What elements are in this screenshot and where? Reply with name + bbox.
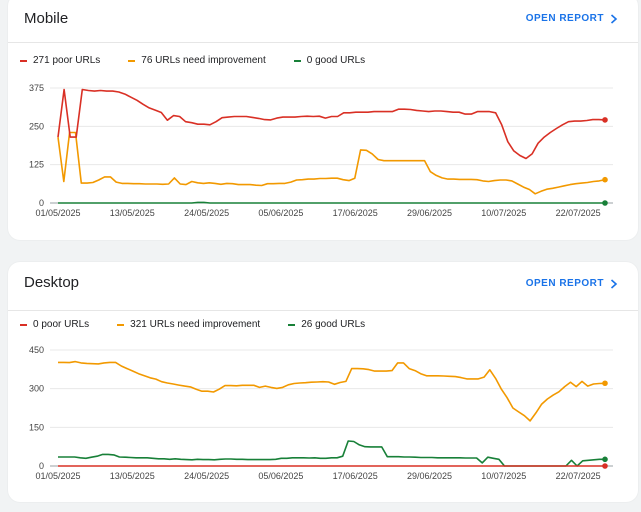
legend-label: 0 poor URLs (33, 319, 90, 330)
chevron-right-icon (610, 278, 618, 289)
y-tick-label: 250 (29, 121, 44, 131)
series-end-point (602, 176, 608, 183)
desktop-card-header: Desktop OPEN REPORT (8, 262, 638, 311)
x-tick-label: 17/06/2025 (333, 471, 378, 481)
x-tick-label: 29/06/2025 (407, 208, 452, 218)
y-tick-label: 450 (29, 345, 44, 355)
x-tick-label: 13/05/2025 (110, 208, 155, 218)
x-tick-label: 10/07/2025 (481, 208, 526, 218)
legend-swatch (20, 59, 27, 62)
open-report-button[interactable]: OPEN REPORT (526, 13, 618, 24)
x-tick-label: 13/05/2025 (110, 471, 155, 481)
desktop-card: Desktop OPEN REPORT 0 poor URLs 321 URLs… (8, 262, 638, 502)
x-tick-label: 05/06/2025 (258, 208, 303, 218)
open-report-label: OPEN REPORT (525, 278, 604, 289)
series-end-point (602, 456, 608, 463)
x-tick-label: 22/07/2025 (556, 208, 601, 218)
x-tick-label: 10/07/2025 (481, 471, 526, 481)
y-tick-label: 0 (39, 461, 44, 471)
series-line (57, 88, 606, 160)
open-report-label: OPEN REPORT (525, 13, 604, 24)
legend-label: 26 good URLs (301, 319, 366, 330)
chart-legend: 271 poor URLs 76 URLs need improvement 0… (20, 55, 365, 66)
open-report-button[interactable]: OPEN REPORT (526, 278, 618, 289)
legend-label: 271 poor URLs (33, 55, 101, 66)
desktop-line-chart: 0 150 300 450 01/05/2025 13/05/2025 24/05/2025… (29, 345, 613, 481)
series-end-point (602, 380, 608, 387)
y-tick-label: 150 (29, 422, 44, 432)
legend-label: 76 URLs need improvement (141, 55, 266, 66)
mobile-card: Mobile OPEN REPORT 271 poor URLs 76 URLs… (8, 0, 638, 240)
series-end-point (602, 200, 608, 206)
mobile-card-header: Mobile OPEN REPORT (8, 0, 638, 43)
legend-item-needs-improvement[interactable]: 321 URLs need improvement (117, 319, 260, 330)
x-tick-label: 17/06/2025 (333, 208, 378, 218)
card-title: Desktop (24, 274, 80, 291)
y-tick-label: 0 (39, 198, 44, 208)
series-line (58, 440, 605, 467)
legend-swatch (117, 323, 125, 326)
legend-label: 321 URLs need improvement (130, 319, 261, 330)
mobile-line-chart: 0 125 250 375 01/05/2025 13/05/2025 24/05/2025… (29, 83, 613, 218)
legend-item-poor[interactable]: 0 poor URLs (20, 319, 89, 330)
y-tick-label: 375 (29, 83, 44, 93)
legend-swatch (293, 59, 301, 62)
legend-item-needs-improvement[interactable]: 76 URLs need improvement (128, 55, 266, 66)
card-title: Mobile (24, 10, 69, 27)
series-line (58, 360, 606, 422)
series-line (58, 201, 605, 204)
legend-label: 0 good URLs (306, 55, 366, 66)
series-end-point (602, 463, 608, 469)
chart-legend: 0 poor URLs 321 URLs need improvement 26… (20, 319, 365, 330)
series-line (57, 131, 606, 195)
x-tick-label: 24/05/2025 (184, 471, 229, 481)
x-tick-label: 01/05/2025 (35, 208, 80, 218)
legend-swatch (20, 323, 27, 326)
legend-swatch (288, 323, 296, 326)
x-tick-label: 29/06/2025 (407, 471, 452, 481)
series-end-point (602, 117, 608, 123)
legend-item-good[interactable]: 0 good URLs (293, 55, 366, 66)
chevron-right-icon (610, 13, 618, 24)
x-tick-label: 24/05/2025 (184, 208, 229, 218)
legend-swatch (128, 59, 136, 62)
y-tick-label: 300 (29, 384, 44, 394)
legend-item-poor[interactable]: 271 poor URLs (20, 55, 100, 66)
x-tick-label: 22/07/2025 (556, 471, 601, 481)
x-tick-label: 05/06/2025 (258, 471, 303, 481)
y-tick-label: 125 (29, 160, 44, 170)
x-tick-label: 01/05/2025 (35, 471, 80, 481)
legend-item-good[interactable]: 26 good URLs (288, 319, 365, 330)
